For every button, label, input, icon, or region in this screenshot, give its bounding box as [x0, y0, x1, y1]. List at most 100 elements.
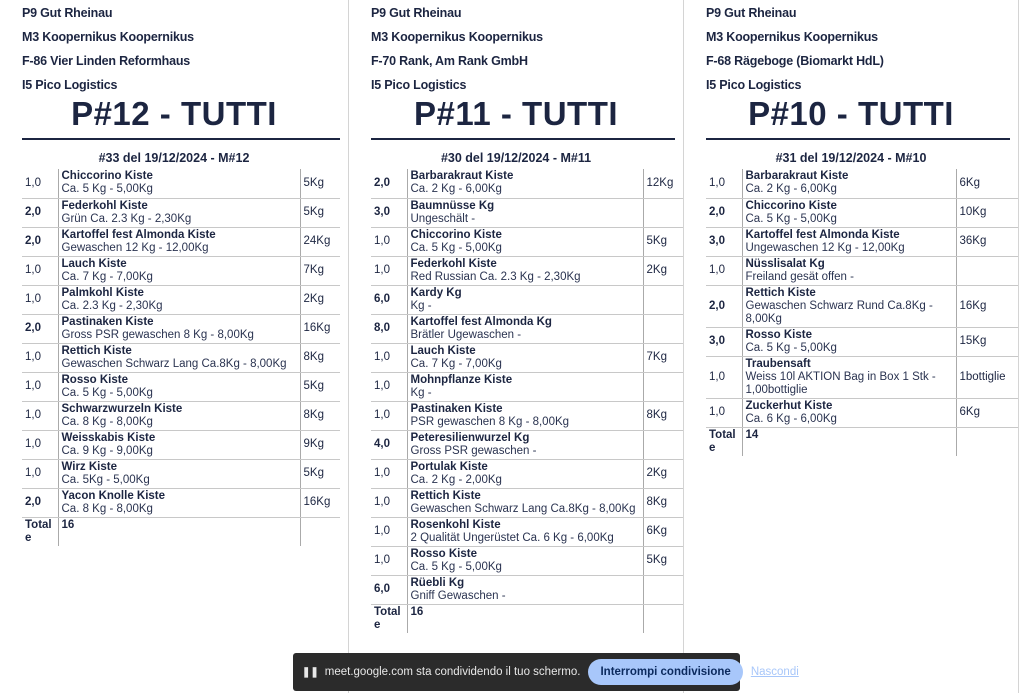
item-description: Gewaschen Schwarz Lang Ca.8Kg - 8,00Kg: [61, 357, 287, 370]
item-name: Portulak Kiste: [410, 460, 488, 473]
item-description: Ca. 5 Kg - 5,00Kg: [745, 212, 837, 225]
quantity: 1,0: [22, 343, 58, 373]
quantity: 3,0: [706, 227, 742, 257]
item-name: Rosso Kiste: [61, 373, 128, 386]
item-cell: Lauch Kiste Ca. 7 Kg - 7,00Kg: [57, 256, 301, 286]
quantity: 1,0: [22, 256, 58, 286]
table-row: 2,0 Federkohl Kiste Grün Ca. 2.3 Kg - 2,3…: [22, 198, 340, 228]
item-name: Kardy Kg: [410, 286, 462, 299]
quantity: 1,0: [371, 488, 407, 518]
item-name: Wirz Kiste: [61, 460, 118, 473]
divider: [706, 138, 1010, 140]
item-name: Rettich Kiste: [410, 489, 481, 502]
quantity: 1,0: [371, 401, 407, 431]
weight: 16Kg: [300, 314, 340, 344]
item-name: Pastinaken Kiste: [61, 315, 154, 328]
pause-icon: ❚❚: [302, 666, 319, 678]
item-name: Palmkohl Kiste: [61, 286, 144, 299]
item-name: Pastinaken Kiste: [410, 402, 503, 415]
order-column: P9 Gut Rheinau M3 Koopernikus Koopernikus…: [0, 0, 349, 693]
item-name: Chiccorino Kiste: [61, 170, 153, 183]
quantity: 1,0: [706, 169, 742, 199]
table-row: 3,0 Rosso Kiste Ca. 5 Kg - 5,00Kg 15Kg: [706, 327, 1018, 357]
table-row: 2,0 Yacon Knolle Kiste Ca. 8 Kg - 8,00Kg …: [22, 488, 340, 518]
quantity: 3,0: [706, 327, 742, 357]
page-title: P#11 - TUTTI: [413, 95, 619, 132]
item-name: Chiccorino Kiste: [745, 199, 837, 212]
item-cell: Rosso Kiste Ca. 5 Kg - 5,00Kg: [57, 372, 301, 402]
weight: 8Kg: [643, 488, 683, 518]
quantity: 2,0: [706, 285, 742, 328]
item-description: Freiland gesät offen -: [745, 270, 854, 283]
item-description: Red Russian Ca. 2.3 Kg - 2,30Kg: [410, 270, 581, 283]
total-weight: [300, 517, 340, 546]
item-name: Barbarakraut Kiste: [410, 170, 514, 183]
item-description: Brätler Ugewaschen -: [410, 328, 522, 341]
item-description: Gross PSR gewaschen -: [410, 444, 537, 457]
weight: 1bottiglie: [956, 356, 1018, 399]
item-name: Lauch Kiste: [61, 257, 127, 270]
item-description: Ca. 2.3 Kg - 2,30Kg: [61, 299, 163, 312]
header-line: F-70 Rank, Am Rank GmbH: [371, 54, 528, 68]
quantity: 1,0: [706, 256, 742, 286]
weight: [643, 314, 683, 344]
stop-sharing-button[interactable]: Interrompi condivisione: [588, 659, 743, 685]
item-description: Grün Ca. 2.3 Kg - 2,30Kg: [61, 212, 192, 225]
weight: 16Kg: [300, 488, 340, 518]
item-name: Kartoffel fest Almonda Kg: [410, 315, 552, 328]
total-label: Totale: [709, 428, 736, 454]
item-cell: Peteresilienwurzel Kg Gross PSR gewaschen…: [406, 430, 644, 460]
item-description: Kg -: [410, 299, 432, 312]
header-line: P9 Gut Rheinau: [371, 6, 462, 20]
item-cell: Rettich Kiste Gewaschen Schwarz Lang Ca.8…: [406, 488, 644, 518]
table-row: 1,0 Rosso Kiste Ca. 5 Kg - 5,00Kg 5Kg: [22, 372, 340, 402]
item-description: Gewaschen Schwarz Lang Ca.8Kg - 8,00Kg: [410, 502, 636, 515]
header-line: I5 Pico Logistics: [706, 78, 802, 92]
items-table: 1,0 Barbarakraut Kiste Ca. 2 Kg - 6,00Kg …: [706, 169, 1018, 456]
weight: [643, 198, 683, 228]
quantity: 1,0: [706, 356, 742, 399]
table-row: 1,0 Lauch Kiste Ca. 7 Kg - 7,00Kg 7Kg: [371, 343, 683, 373]
table-row: 2,0 Pastinaken Kiste Gross PSR gewaschen …: [22, 314, 340, 344]
table-row: 1,0 Nüsslisalat Kg Freiland gesät offen -: [706, 256, 1018, 286]
order-subtitle: #30 del 19/12/2024 - M#11: [440, 151, 592, 165]
item-name: Kartoffel fest Almonda Kiste: [61, 228, 216, 241]
item-name: Barbarakraut Kiste: [745, 170, 849, 183]
quantity: 1,0: [371, 546, 407, 576]
item-name: Peteresilienwurzel Kg: [410, 431, 530, 444]
item-name: Federkohl Kiste: [61, 199, 148, 212]
item-description: Ca. 7 Kg - 7,00Kg: [61, 270, 153, 283]
item-cell: Baumnüsse Kg Ungeschält -: [406, 198, 644, 228]
item-cell: Zuckerhut Kiste Ca. 6 Kg - 6,00Kg: [741, 398, 957, 428]
quantity: 1,0: [371, 256, 407, 286]
weight: 5Kg: [300, 372, 340, 402]
header-line: M3 Koopernikus Koopernikus: [706, 30, 878, 44]
item-description: Ca. 5 Kg - 5,00Kg: [61, 386, 153, 399]
table-row: 1,0 Mohnpflanze Kiste Kg -: [371, 372, 683, 402]
item-description: Ca. 8 Kg - 8,00Kg: [61, 502, 153, 515]
table-row: 2,0 Kartoffel fest Almonda Kiste Gewasche…: [22, 227, 340, 257]
table-row: 4,0 Peteresilienwurzel Kg Gross PSR gewas…: [371, 430, 683, 460]
item-description: Ca. 7 Kg - 7,00Kg: [410, 357, 502, 370]
order-column: P9 Gut Rheinau M3 Koopernikus Koopernikus…: [684, 0, 1019, 693]
item-cell: Chiccorino Kiste Ca. 5 Kg - 5,00Kg: [57, 169, 301, 199]
table-row: 1,0 Lauch Kiste Ca. 7 Kg - 7,00Kg 7Kg: [22, 256, 340, 286]
table-row: 8,0 Kartoffel fest Almonda Kg Brätler Uge…: [371, 314, 683, 344]
item-description: Gewaschen Schwarz Rund Ca.8Kg - 8,00Kg: [745, 299, 933, 325]
table-row: 6,0 Kardy Kg Kg -: [371, 285, 683, 315]
table-row: 1,0 Weisskabis Kiste Ca. 9 Kg - 9,00Kg 9K…: [22, 430, 340, 460]
hide-link[interactable]: Nascondi: [750, 666, 799, 678]
item-description: Ca. 9 Kg - 9,00Kg: [61, 444, 153, 457]
item-description: PSR gewaschen 8 Kg - 8,00Kg: [410, 415, 570, 428]
item-name: Rüebli Kg: [410, 576, 465, 589]
screen-share-bar: ❚❚ meet.google.com sta condividendo il t…: [293, 653, 799, 691]
item-description: Weiss 10l AKTION Bag in Box 1 Stk - 1,00…: [745, 370, 936, 396]
page-title: P#10 - TUTTI: [748, 95, 954, 132]
weight: 5Kg: [300, 459, 340, 489]
quantity: 1,0: [22, 459, 58, 489]
item-name: Rettich Kiste: [61, 344, 132, 357]
divider: [371, 138, 675, 140]
item-cell: Rosso Kiste Ca. 5 Kg - 5,00Kg: [741, 327, 957, 357]
table-row: 1,0 Zuckerhut Kiste Ca. 6 Kg - 6,00Kg 6Kg: [706, 398, 1018, 428]
item-cell: Kartoffel fest Almonda Kiste Gewaschen 12…: [57, 227, 301, 257]
